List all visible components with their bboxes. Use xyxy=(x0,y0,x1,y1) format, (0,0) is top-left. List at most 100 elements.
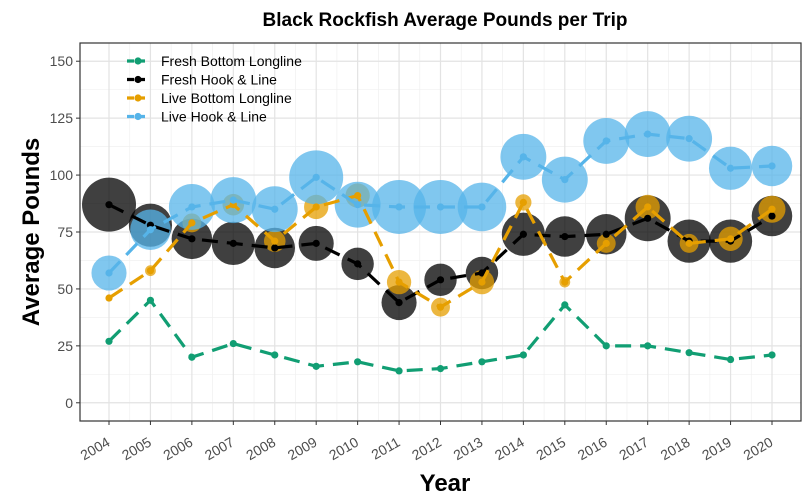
data-point xyxy=(685,135,693,143)
data-point xyxy=(354,201,362,209)
data-point xyxy=(312,203,320,211)
data-point xyxy=(519,230,527,238)
legend-label: Fresh Bottom Longline xyxy=(161,53,302,69)
data-point xyxy=(436,203,445,211)
data-point xyxy=(726,235,735,243)
data-point xyxy=(644,130,652,138)
x-tick-label: 2011 xyxy=(368,434,402,463)
data-point xyxy=(561,176,569,184)
data-point xyxy=(395,367,403,375)
y-tick-label: 75 xyxy=(57,224,73,240)
y-tick-label: 125 xyxy=(50,110,74,126)
data-point xyxy=(726,355,735,364)
data-point xyxy=(768,205,776,213)
y-tick-label: 50 xyxy=(57,281,73,297)
legend-label: Live Bottom Longline xyxy=(161,90,292,106)
x-tick-label: 2008 xyxy=(243,434,278,464)
y-tick-label: 150 xyxy=(50,53,74,69)
data-point xyxy=(602,342,610,350)
y-tick-label: 100 xyxy=(50,167,74,183)
data-point xyxy=(602,137,610,145)
data-point xyxy=(561,232,569,241)
x-tick-label: 2018 xyxy=(658,434,693,464)
data-point xyxy=(644,342,652,350)
data-point xyxy=(561,278,569,286)
plot-border xyxy=(79,42,802,422)
data-point xyxy=(644,203,652,211)
data-point xyxy=(478,358,486,366)
legend-key-point xyxy=(134,57,142,65)
legend-key-point xyxy=(134,94,142,102)
x-tick-label: 2017 xyxy=(616,434,651,464)
data-point xyxy=(436,303,445,311)
data-point xyxy=(478,203,486,211)
x-tick-label: 2019 xyxy=(699,434,734,464)
data-point xyxy=(602,230,610,238)
legend-key-point xyxy=(134,75,142,84)
data-point xyxy=(478,269,486,277)
x-tick-label: 2010 xyxy=(326,434,361,464)
data-point xyxy=(478,278,486,286)
data-point xyxy=(685,349,693,357)
x-tick-label: 2020 xyxy=(741,434,776,464)
data-point xyxy=(354,260,362,268)
x-tick-label: 2006 xyxy=(160,434,195,464)
data-point xyxy=(519,198,527,206)
x-tick-label: 2012 xyxy=(409,434,444,464)
data-point xyxy=(519,153,527,161)
data-point xyxy=(271,237,279,245)
y-tick-label: 25 xyxy=(57,338,73,354)
plot-area: 0 25 50 75 100 125 150 2004 2005 2006 2007 2008 2009… xyxy=(50,42,802,464)
data-point xyxy=(229,339,237,348)
x-tick-label: 2013 xyxy=(450,434,485,464)
legend-label: Live Hook & Line xyxy=(161,109,267,125)
x-tick-label: 2005 xyxy=(119,434,154,464)
y-axis-title: Average Pounds xyxy=(18,138,45,327)
x-tick-label: 2015 xyxy=(533,434,568,464)
data-point xyxy=(188,353,196,361)
data-point xyxy=(395,298,403,307)
data-point xyxy=(188,219,196,227)
data-point xyxy=(271,351,279,359)
data-point xyxy=(561,301,569,309)
data-point xyxy=(146,267,155,275)
data-point xyxy=(354,358,362,366)
data-point xyxy=(146,296,155,304)
x-tick-label: 2014 xyxy=(492,434,527,464)
legend-key-point xyxy=(134,112,142,121)
data-point xyxy=(312,173,320,181)
data-point xyxy=(519,351,527,359)
x-tick-label: 2007 xyxy=(202,434,237,464)
data-point xyxy=(395,278,403,286)
data-point xyxy=(312,239,320,247)
data-point xyxy=(312,362,320,370)
legend-label: Fresh Hook & Line xyxy=(161,72,277,88)
x-axis-title: Year xyxy=(420,470,471,497)
data-point xyxy=(602,239,610,247)
data-point xyxy=(188,235,196,243)
data-point xyxy=(768,162,776,170)
x-tick-label: 2016 xyxy=(575,434,610,464)
data-point xyxy=(436,276,445,284)
data-point xyxy=(768,351,776,359)
data-point xyxy=(146,226,155,234)
data-point xyxy=(436,365,445,373)
data-point xyxy=(105,337,113,345)
data-point xyxy=(105,269,113,277)
data-point xyxy=(105,294,113,302)
data-point xyxy=(229,196,237,204)
data-point xyxy=(644,214,652,222)
data-point xyxy=(271,244,279,252)
data-point xyxy=(188,203,196,211)
y-tick-label: 0 xyxy=(65,395,73,411)
data-point xyxy=(768,212,776,220)
x-tick-label: 2009 xyxy=(285,434,320,464)
data-point xyxy=(726,164,735,172)
chart-title: Black Rockfish Average Pounds per Trip xyxy=(263,10,628,31)
x-tick-label: 2004 xyxy=(78,434,113,464)
data-point xyxy=(685,239,693,247)
data-point xyxy=(395,203,403,211)
data-point xyxy=(105,201,113,209)
data-point xyxy=(354,191,362,200)
